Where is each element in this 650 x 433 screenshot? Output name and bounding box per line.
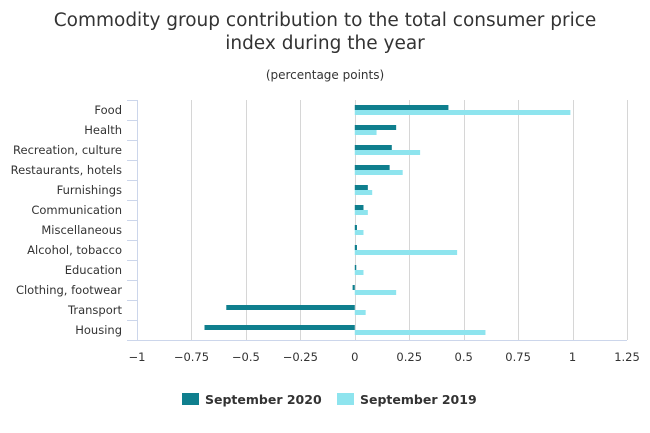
chart-title-line-2: index during the year: [225, 33, 425, 54]
bar: [354, 225, 357, 230]
bar: [354, 245, 357, 250]
bar: [354, 230, 364, 235]
bar: [354, 270, 364, 275]
chart-subtitle: (percentage points): [266, 68, 384, 82]
bar: [354, 330, 486, 335]
tick-label: −0.25: [283, 350, 318, 364]
category-axis: Food Health Recreation, culture Restaurants…: [11, 100, 138, 341]
bar: [354, 190, 373, 195]
chart-title-line-1: Commodity group contribution to the tota…: [54, 10, 597, 31]
tick-label: 1: [569, 350, 576, 364]
tick-label: −0.5: [232, 350, 260, 364]
tick-label: −1: [129, 350, 146, 364]
tick-label: −0.75: [174, 350, 209, 364]
category-label: Miscellaneous: [41, 223, 122, 237]
bar: [226, 305, 355, 310]
bars: [204, 105, 571, 335]
category-label: Clothing, footwear: [16, 283, 122, 297]
category-label: Furnishings: [57, 183, 122, 197]
bar: [354, 165, 390, 170]
bar: [354, 170, 403, 175]
bar: [354, 290, 397, 295]
category-label: Food: [94, 103, 122, 117]
category-label: Transport: [67, 303, 122, 317]
bar: [354, 145, 392, 150]
tick-label: 0.75: [505, 350, 531, 364]
bar: [354, 250, 458, 255]
bar: [352, 285, 355, 290]
bar: [354, 130, 377, 135]
bar: [354, 150, 421, 155]
grid-lines: [137, 100, 628, 340]
bar: [354, 185, 368, 190]
category-label: Restaurants, hotels: [11, 163, 122, 177]
category-label: Alcohol, tobacco: [27, 243, 122, 257]
legend-swatch[interactable]: [337, 393, 354, 405]
category-label: Recreation, culture: [13, 143, 122, 157]
bar: [354, 210, 368, 215]
value-axis: −1 −0.75 −0.5 −0.25 0 0.25 0.5 0.75 1 1.25: [129, 340, 640, 364]
tick-label: 0.25: [396, 350, 422, 364]
bar: [354, 105, 449, 110]
bar: [354, 265, 357, 270]
bar: [354, 205, 364, 210]
tick-label: 0: [351, 350, 358, 364]
category-label: Housing: [75, 323, 122, 337]
legend-label[interactable]: September 2019: [360, 392, 477, 407]
category-label: Education: [65, 263, 122, 277]
bar: [354, 310, 366, 315]
legend-label[interactable]: September 2020: [205, 392, 322, 407]
tick-label: 0.5: [455, 350, 473, 364]
bar: [354, 110, 571, 115]
category-label: Health: [84, 123, 122, 137]
bar: [204, 325, 355, 330]
category-label: Communication: [31, 203, 122, 217]
legend-swatch[interactable]: [182, 393, 199, 405]
legend[interactable]: September 2020 September 2019: [182, 392, 477, 407]
bar: [354, 125, 397, 130]
tick-label: 1.25: [614, 350, 640, 364]
